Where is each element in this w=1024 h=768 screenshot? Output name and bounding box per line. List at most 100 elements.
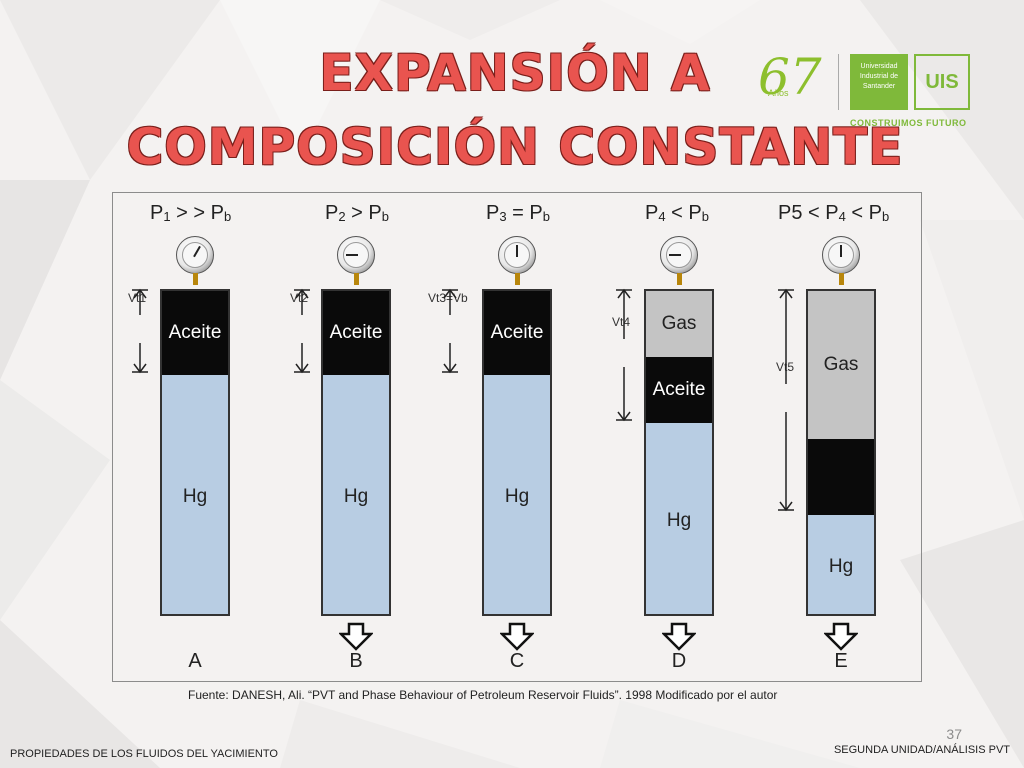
pressure-text: P5 < P xyxy=(778,202,839,224)
phase-label: Aceite xyxy=(652,379,706,400)
phase-label: Hg xyxy=(828,555,854,577)
pressure-subscript: 3 xyxy=(499,209,507,224)
outlet-arrow-shape xyxy=(662,622,696,651)
pvt-cell-cylinder: Gas Hg xyxy=(806,289,876,616)
dimension-arrow-line xyxy=(443,288,457,299)
pressure-text: = P xyxy=(506,202,543,224)
mercury-outlet-arrow-icon xyxy=(500,622,534,651)
volume-dimension-arrow xyxy=(616,288,632,422)
phase-label: Hg xyxy=(504,485,530,507)
outlet-arrow-shape xyxy=(824,622,858,651)
oil-phase: Aceite xyxy=(646,357,712,423)
gauge-needle xyxy=(840,245,842,257)
pressure-subscript: b xyxy=(223,209,232,224)
phase-label: Hg xyxy=(343,485,369,507)
university-logo: 67 Años Universidad Industrial de Santan… xyxy=(758,48,978,134)
pvt-cell-cylinder: Aceite Hg xyxy=(321,289,391,616)
pressure-text: P xyxy=(486,202,500,224)
pvt-cell-cylinder: Gas Aceite Hg xyxy=(644,289,714,616)
mercury-phase: Hg xyxy=(808,515,874,614)
volume-label: Vt1 xyxy=(128,291,147,305)
dimension-arrow-line xyxy=(133,363,147,374)
volume-label: Vt4 xyxy=(612,315,631,329)
pressure-text: P xyxy=(150,202,164,224)
volume-dimension-arrow xyxy=(294,288,310,374)
dimension-arrow-line xyxy=(295,288,309,299)
stage-letter: B xyxy=(349,650,363,672)
oil-phase: Aceite xyxy=(162,291,228,375)
gauge-stem xyxy=(677,273,682,285)
pressure-label: P4 < Pb xyxy=(645,202,709,225)
pressure-gauge-icon xyxy=(337,236,375,286)
pressure-label: P2 > Pb xyxy=(325,202,389,225)
pressure-text: < P xyxy=(665,202,702,224)
pressure-label: P1 > > Pb xyxy=(150,202,231,225)
diagram-frame xyxy=(112,192,922,682)
phase-label: Gas xyxy=(823,354,859,375)
volume-dimension-arrow xyxy=(132,288,148,374)
oil-phase xyxy=(808,439,874,515)
outlet-arrow-shape xyxy=(339,622,373,651)
pressure-gauge-icon xyxy=(660,236,698,286)
footer-course-name: PROPIEDADES DE LOS FLUIDOS DEL YACIMIENT… xyxy=(10,748,278,760)
pressure-subscript: 2 xyxy=(338,209,346,224)
logo-anniversary-label: Años xyxy=(768,88,789,98)
dimension-arrow-line xyxy=(295,363,309,374)
gauge-stem xyxy=(515,273,520,285)
pressure-gauge-icon xyxy=(822,236,860,286)
mercury-outlet-arrow-icon xyxy=(662,622,696,651)
pressure-text: > P xyxy=(345,202,382,224)
logo-motto: CONSTRUIMOS FUTURO xyxy=(850,118,967,128)
gas-phase: Gas xyxy=(646,291,712,357)
mercury-outlet-arrow-icon xyxy=(824,622,858,651)
slide-title-line-1: EXPANSIÓN A xyxy=(319,44,711,102)
phase-label: Aceite xyxy=(168,322,222,343)
phase-label: Hg xyxy=(666,509,692,531)
pressure-subscript: 4 xyxy=(838,209,846,224)
pressure-gauge-icon xyxy=(498,236,536,286)
phase-label: Aceite xyxy=(329,322,383,343)
logo-uis-mark: UIS xyxy=(914,54,970,110)
oil-phase: Aceite xyxy=(484,291,550,375)
pressure-text: > > P xyxy=(170,202,224,224)
logo-separator xyxy=(838,54,839,110)
pressure-label: P3 = Pb xyxy=(486,202,550,225)
pressure-subscript: b xyxy=(881,209,890,224)
footer-unit-name: SEGUNDA UNIDAD/ANÁLISIS PVT xyxy=(833,744,1010,756)
source-citation: Fuente: DANESH, Ali. “PVT and Phase Beha… xyxy=(188,688,778,702)
pressure-subscript: 4 xyxy=(658,209,666,224)
mercury-phase: Hg xyxy=(162,375,228,614)
pressure-text: P xyxy=(325,202,339,224)
page-number: 37 xyxy=(946,726,962,742)
slide-title-line-2: COMPOSICIÓN CONSTANTE xyxy=(126,118,904,176)
stage-letter: A xyxy=(188,650,202,672)
gauge-needle xyxy=(516,245,518,257)
logo-anniversary-number: 67 xyxy=(758,48,822,106)
pressure-text: < P xyxy=(845,202,882,224)
dimension-arrow-line xyxy=(617,288,631,299)
dimension-arrow-line xyxy=(779,288,793,299)
volume-label: Vt3=Vb xyxy=(428,291,468,305)
gauge-stem xyxy=(354,273,359,285)
gauge-stem xyxy=(839,273,844,285)
volume-dimension-arrow xyxy=(442,288,458,374)
stage-letter: C xyxy=(509,650,525,672)
gauge-face xyxy=(666,242,692,268)
pressure-gauge-icon xyxy=(176,236,214,286)
pressure-text: P xyxy=(645,202,659,224)
pressure-subscript: b xyxy=(701,209,709,224)
pvt-cell-cylinder: Aceite Hg xyxy=(160,289,230,616)
pressure-subscript: b xyxy=(381,209,389,224)
logo-university-name: Universidad Industrial de Santander xyxy=(850,54,908,110)
mercury-phase: Hg xyxy=(484,375,550,614)
volume-label: Vt2 xyxy=(290,291,309,305)
dimension-arrow-line xyxy=(779,501,793,512)
dimension-arrow-line xyxy=(133,288,147,299)
pvt-cell-cylinder: Aceite Hg xyxy=(482,289,552,616)
gauge-needle xyxy=(669,254,681,256)
mercury-phase: Hg xyxy=(323,375,389,614)
pressure-label: P5 < P4 < Pb xyxy=(778,202,889,225)
pressure-subscript: b xyxy=(542,209,550,224)
pressure-subscript: 1 xyxy=(163,209,171,224)
dimension-arrow-line xyxy=(443,363,457,374)
